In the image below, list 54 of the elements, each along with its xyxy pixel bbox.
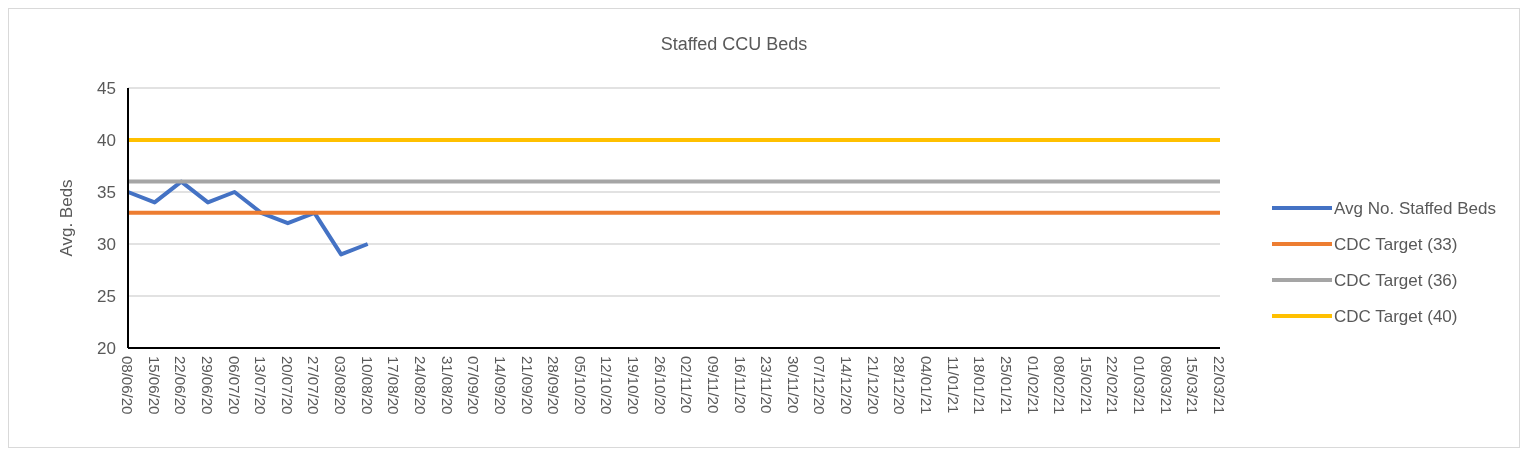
- x-tick-label: 07/09/20: [465, 356, 483, 415]
- x-tick-label: 19/10/20: [625, 356, 643, 415]
- x-tick-label: 21/09/20: [518, 356, 536, 415]
- x-tick-label: 27/07/20: [305, 356, 323, 415]
- x-tick-label: 28/12/20: [891, 356, 909, 415]
- x-tick-label: 24/08/20: [411, 356, 429, 415]
- x-tick-label: 05/10/20: [571, 356, 589, 415]
- x-tick-label: 07/12/20: [811, 356, 829, 415]
- x-tick-label: 16/11/20: [731, 356, 749, 414]
- x-tick-label: 29/06/20: [198, 356, 216, 415]
- legend-label: CDC Target (33): [1334, 235, 1458, 254]
- x-tick-label: 01/02/21: [1024, 356, 1042, 415]
- x-tick-label: 23/11/20: [758, 356, 776, 414]
- x-tick-label: 02/11/20: [678, 356, 696, 414]
- x-tick-label: 21/12/20: [864, 356, 882, 415]
- y-tick-label: 20: [97, 339, 116, 358]
- x-tick-label: 18/01/21: [971, 356, 989, 415]
- x-tick-label: 08/02/21: [1051, 356, 1069, 415]
- x-tick-label: 22/06/20: [172, 356, 190, 415]
- x-tick-label: 08/06/20: [119, 356, 136, 415]
- x-tick-label: 10/08/20: [358, 356, 376, 415]
- x-tick-label: 08/03/21: [1157, 356, 1175, 415]
- y-axis-title: Avg. Beds: [57, 179, 76, 257]
- legend-label: CDC Target (40): [1334, 307, 1458, 326]
- chart-title: Staffed CCU Beds: [660, 34, 808, 54]
- x-tick-label: 20/07/20: [278, 356, 296, 415]
- x-tick-label: 04/01/21: [918, 356, 936, 415]
- x-tick-label: 14/09/20: [491, 356, 509, 415]
- x-tick-label: 25/01/21: [997, 356, 1015, 415]
- x-tick-label: 31/08/20: [438, 356, 456, 415]
- x-tick-label: 12/10/20: [598, 356, 616, 415]
- x-tick-label: 28/09/20: [545, 356, 563, 415]
- x-tick-label: 15/02/21: [1077, 356, 1095, 415]
- x-tick-label: 26/10/20: [651, 356, 669, 415]
- legend-label: CDC Target (36): [1334, 271, 1458, 290]
- y-tick-label: 35: [97, 183, 116, 202]
- y-tick-label: 40: [97, 131, 116, 150]
- y-tick-label: 30: [97, 235, 116, 254]
- x-tick-label: 17/08/20: [385, 356, 403, 415]
- x-tick-label: 09/11/20: [704, 356, 722, 414]
- x-tick-label: 30/11/20: [784, 356, 802, 414]
- x-tick-label: 22/03/21: [1211, 356, 1228, 415]
- y-tick-label: 25: [97, 287, 116, 306]
- x-tick-label: 22/02/21: [1104, 356, 1122, 415]
- y-tick-label: 45: [97, 79, 116, 98]
- x-tick-label: 06/07/20: [225, 356, 243, 415]
- x-tick-label: 13/07/20: [252, 356, 270, 415]
- legend-label: Avg No. Staffed Beds: [1334, 199, 1496, 218]
- x-tick-label: 11/01/21: [944, 356, 962, 414]
- x-tick-label: 15/06/20: [145, 356, 163, 415]
- x-tick-label: 03/08/20: [332, 356, 350, 415]
- x-tick-label: 15/03/21: [1184, 356, 1202, 415]
- x-tick-label: 14/12/20: [838, 356, 856, 415]
- x-tick-label: 01/03/21: [1131, 356, 1149, 415]
